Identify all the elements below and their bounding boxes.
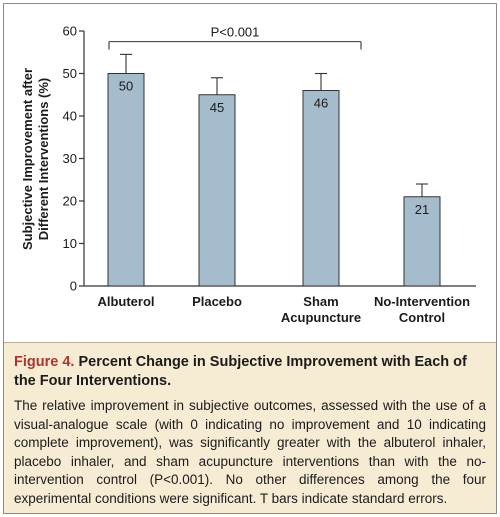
caption-panel: Figure 4. Percent Change in Subjective I… [4, 342, 496, 513]
y-axis-title-line: Subjective Improvement after [20, 68, 35, 250]
data-label: 50 [119, 79, 133, 94]
y-axis-title-line: Different Interventions (%) [36, 78, 51, 241]
figure-label: Figure 4. [14, 354, 75, 370]
x-tick-label: Placebo [192, 294, 242, 309]
y-tick-label: 0 [70, 279, 77, 294]
data-label: 21 [415, 202, 429, 217]
data-label: 45 [210, 100, 224, 115]
bar [302, 90, 340, 287]
x-tick-label: Acupuncture [281, 310, 361, 325]
bar [403, 196, 441, 287]
y-tick-label: 40 [63, 109, 77, 124]
y-tick-label: 20 [63, 194, 77, 209]
figure-frame: 0 10 20 30 40 50 60 Subjective Improvement afte… [3, 3, 497, 514]
x-tick-label: Sham [303, 294, 338, 309]
figure-title: Figure 4. Percent Change in Subjective I… [14, 353, 486, 391]
figure-title-text: Percent Change in Subjective Improvement… [14, 354, 467, 389]
figure-caption-body: The relative improvement in subjective o… [14, 398, 486, 506]
x-tick-label: Control [399, 310, 445, 325]
bar [107, 73, 145, 287]
plot-panel: 0 10 20 30 40 50 60 Subjective Improvement afte… [4, 4, 496, 342]
y-tick-label: 50 [63, 66, 77, 81]
data-label: 46 [314, 96, 328, 111]
y-tick-label: 10 [63, 236, 77, 251]
y-tick-label: 30 [63, 151, 77, 166]
x-tick-label: No-Intervention [374, 294, 470, 309]
y-tick-label: 60 [63, 24, 77, 39]
bar-chart: 0 10 20 30 40 50 60 Subjective Improvement afte… [20, 24, 476, 325]
significance-label: P<0.001 [211, 25, 260, 40]
x-tick-label: Albuterol [97, 294, 154, 309]
bar [198, 94, 236, 287]
